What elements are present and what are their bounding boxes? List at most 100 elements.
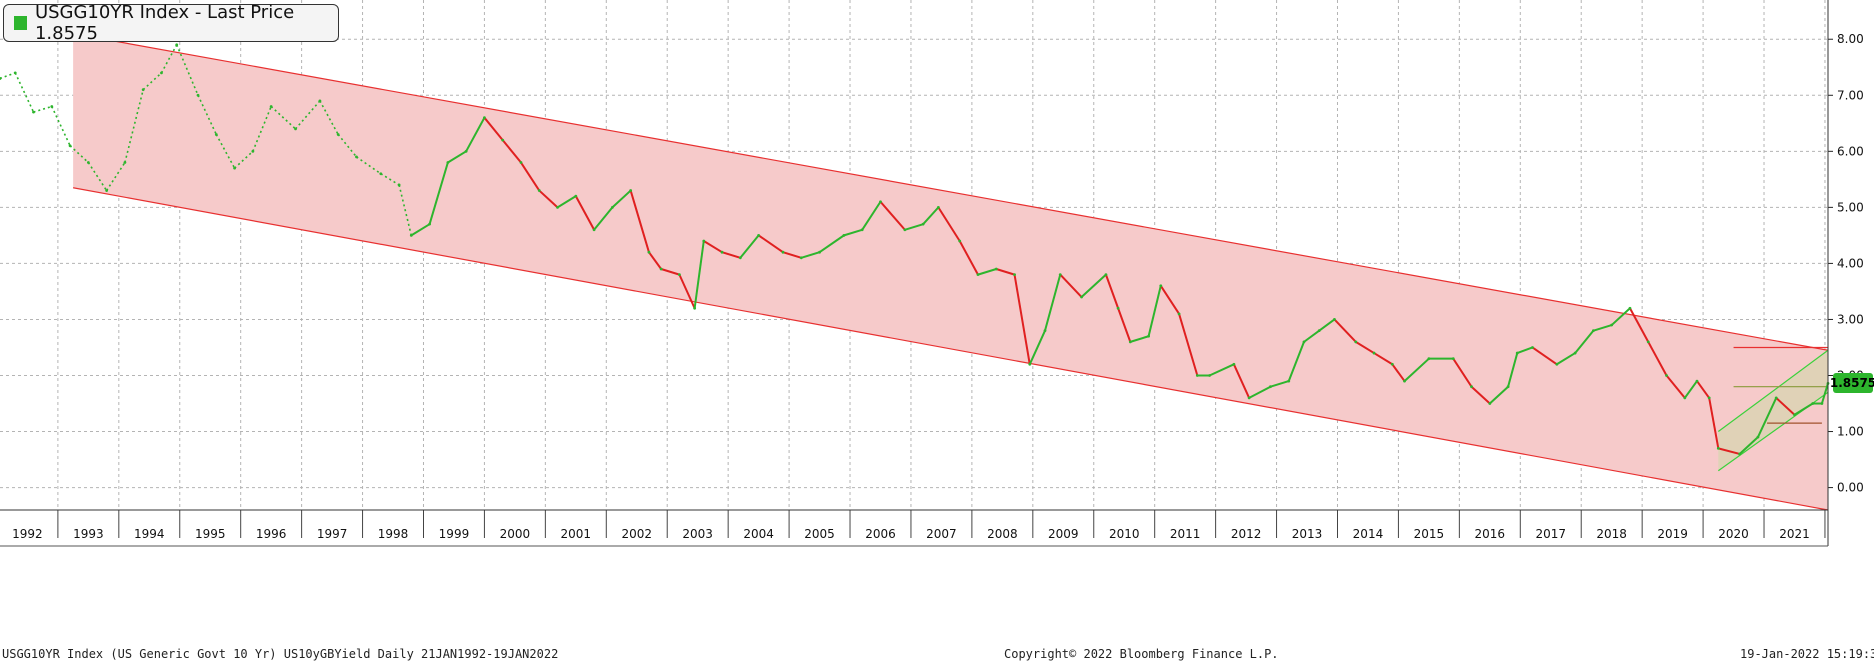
price-segment [51, 106, 71, 147]
price-point [1610, 323, 1614, 327]
x-tick-label: 2015 [1414, 527, 1445, 541]
price-point [123, 161, 127, 164]
x-tick-label: 1993 [73, 527, 104, 541]
price-segment [1209, 363, 1235, 377]
price-point [355, 155, 358, 159]
price-segment [648, 251, 662, 270]
price-segment [1232, 363, 1251, 399]
price-segment [611, 189, 632, 209]
price-segment [1793, 402, 1814, 416]
price-point [994, 267, 998, 271]
price-point [464, 149, 468, 153]
price-point [610, 205, 614, 209]
price-segment [1738, 436, 1759, 455]
price-segment [843, 228, 863, 237]
x-tick-label: 2017 [1535, 527, 1566, 541]
price-segment [879, 201, 906, 231]
legend: USGG10YR Index - Last Price 1.8575 [3, 2, 339, 44]
price-point [693, 306, 697, 310]
price-point [1488, 402, 1492, 405]
price-point [757, 233, 761, 237]
price-segment [593, 206, 614, 231]
price-point [1774, 396, 1778, 400]
price-segment [977, 268, 997, 276]
price-point [1269, 385, 1272, 389]
price-point [196, 93, 200, 97]
price-point [50, 105, 54, 108]
price-segment [87, 162, 108, 191]
price-segment [958, 240, 979, 276]
price-point [1592, 329, 1595, 333]
price-segment [380, 173, 400, 186]
price-segment [758, 234, 784, 254]
price-point [702, 239, 706, 243]
x-tick-label: 1998 [378, 527, 409, 541]
price-point [1707, 396, 1711, 400]
price-segment [629, 190, 650, 253]
price-segment [1820, 383, 1829, 404]
price-segment [160, 44, 178, 74]
price-point [68, 144, 72, 148]
footer-security-description: USGG10YR Index (US Generic Govt 10 Yr) U… [2, 647, 559, 661]
price-segment [574, 195, 595, 231]
price-segment [0, 72, 16, 80]
price-segment [1159, 285, 1180, 315]
price-point [799, 256, 803, 260]
y-tick-label: 8.00 [1837, 32, 1864, 46]
price-segment [1270, 380, 1290, 388]
price-point [86, 161, 90, 164]
price-segment [69, 145, 89, 164]
y-tick-label: 5.00 [1837, 200, 1864, 214]
price-segment [234, 150, 254, 169]
price-segment [1683, 380, 1698, 399]
y-tick-label: 1.00 [1837, 425, 1864, 439]
price-segment [1593, 324, 1612, 332]
price-point [556, 205, 559, 209]
price-point [1147, 334, 1150, 338]
x-tick-label: 1996 [256, 527, 287, 541]
price-segment [294, 100, 321, 130]
price-segment [483, 117, 504, 141]
price-point [1531, 346, 1534, 349]
price-point [818, 250, 821, 254]
price-point [958, 239, 962, 243]
price-point [214, 133, 218, 136]
x-tick-label: 2004 [743, 527, 774, 541]
price-segment [1665, 374, 1686, 399]
price-point [860, 228, 864, 232]
price-segment [1333, 318, 1357, 343]
price-point [1333, 318, 1336, 321]
price-point [592, 228, 596, 232]
price-point [0, 77, 2, 80]
price-point [738, 256, 742, 260]
price-point [233, 166, 236, 170]
price-point [1515, 351, 1519, 355]
price-point [1247, 396, 1251, 400]
price-point [678, 273, 681, 277]
inner-channel-upper [1717, 349, 1829, 433]
x-tick-label: 2012 [1231, 527, 1262, 541]
price-point [1646, 340, 1650, 344]
price-point [1555, 362, 1559, 366]
x-tick-label: 1994 [134, 527, 165, 541]
price-segment [1647, 341, 1668, 376]
price-segment [501, 139, 522, 164]
price-point [483, 116, 486, 120]
price-segment [33, 105, 53, 113]
price-point [1573, 351, 1577, 355]
price-point [141, 88, 145, 92]
price-segment [1178, 313, 1199, 376]
price-segment [270, 105, 297, 130]
price-segment [1013, 274, 1031, 365]
x-tick-label: 2016 [1475, 527, 1506, 541]
price-point [647, 250, 651, 254]
legend-swatch [14, 16, 27, 30]
price-segment [1059, 273, 1083, 298]
price-segment [1470, 385, 1491, 405]
y-tick-label: 7.00 [1837, 88, 1864, 102]
price-segment [1516, 346, 1533, 355]
price-point [659, 267, 663, 271]
price-point [1793, 413, 1796, 417]
price-segment [1708, 397, 1720, 449]
series [0, 43, 1830, 456]
